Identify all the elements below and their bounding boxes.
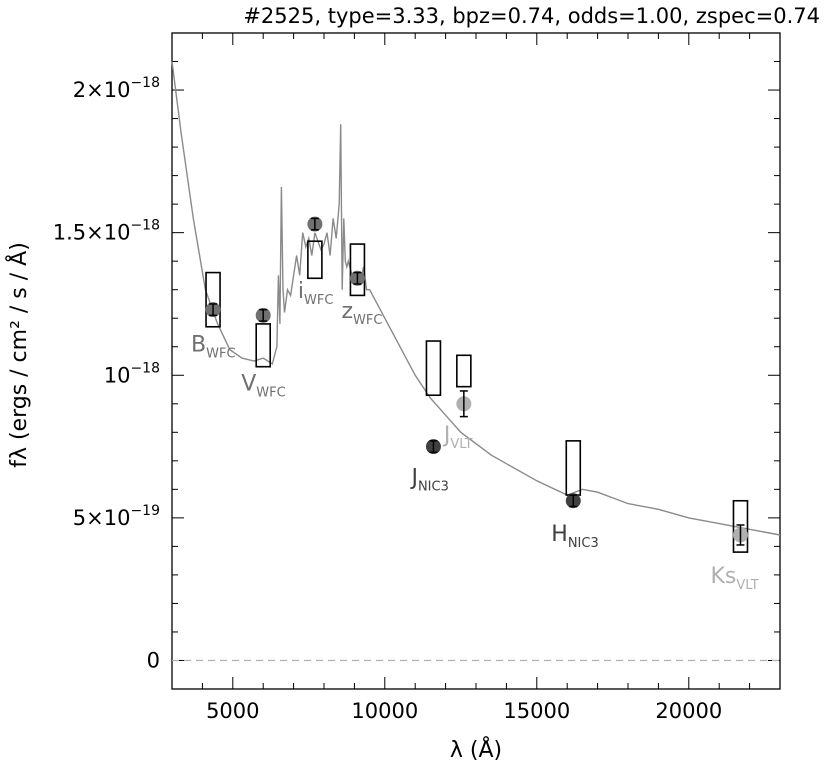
chart-title: #2525, type=3.33, bpz=0.74, odds=1.00, z…: [243, 4, 820, 28]
y-tick-label: 5×10−19: [73, 503, 160, 530]
model-flux-box: [307, 240, 323, 280]
model-flux-box: [425, 340, 442, 397]
y-tick-label: 10−18: [104, 360, 160, 387]
model-flux-box: [456, 354, 472, 388]
model-flux-box: [255, 323, 272, 368]
model-flux-box: [732, 499, 749, 553]
x-tick-label: 20000: [655, 699, 722, 723]
y-tick-label: 1.5×10−18: [53, 218, 160, 245]
x-axis-label: λ (Å): [450, 736, 502, 763]
band-label: JVLT: [442, 423, 473, 452]
model-flux-box: [205, 271, 221, 328]
y-axis-label: fλ (ergs / cm² / s / Å): [5, 242, 32, 468]
band-label: VWFC: [241, 371, 285, 400]
band-label: JNIC3: [409, 466, 448, 495]
band-label: iWFC: [298, 279, 334, 308]
y-tick-label: 0: [147, 648, 160, 672]
band-label: zWFC: [341, 299, 382, 328]
x-tick-label: 5000: [206, 699, 259, 723]
band-label: HNIC3: [551, 522, 598, 551]
model-flux-box: [349, 243, 366, 297]
band-label: BWFC: [191, 333, 236, 362]
template-sed-line: [171, 61, 781, 536]
x-tick-label: 10000: [351, 699, 418, 723]
x-tick-label: 15000: [503, 699, 570, 723]
model-flux-box: [565, 440, 582, 496]
y-tick-label: 2×10−18: [73, 75, 160, 102]
plot-frame: [171, 32, 781, 690]
band-label: KsVLT: [710, 564, 758, 593]
axes: 5000 10000 15000 20000 0 5×10−19 10−18 1.5×10−1…: [53, 32, 781, 723]
plot-data: [171, 61, 781, 662]
